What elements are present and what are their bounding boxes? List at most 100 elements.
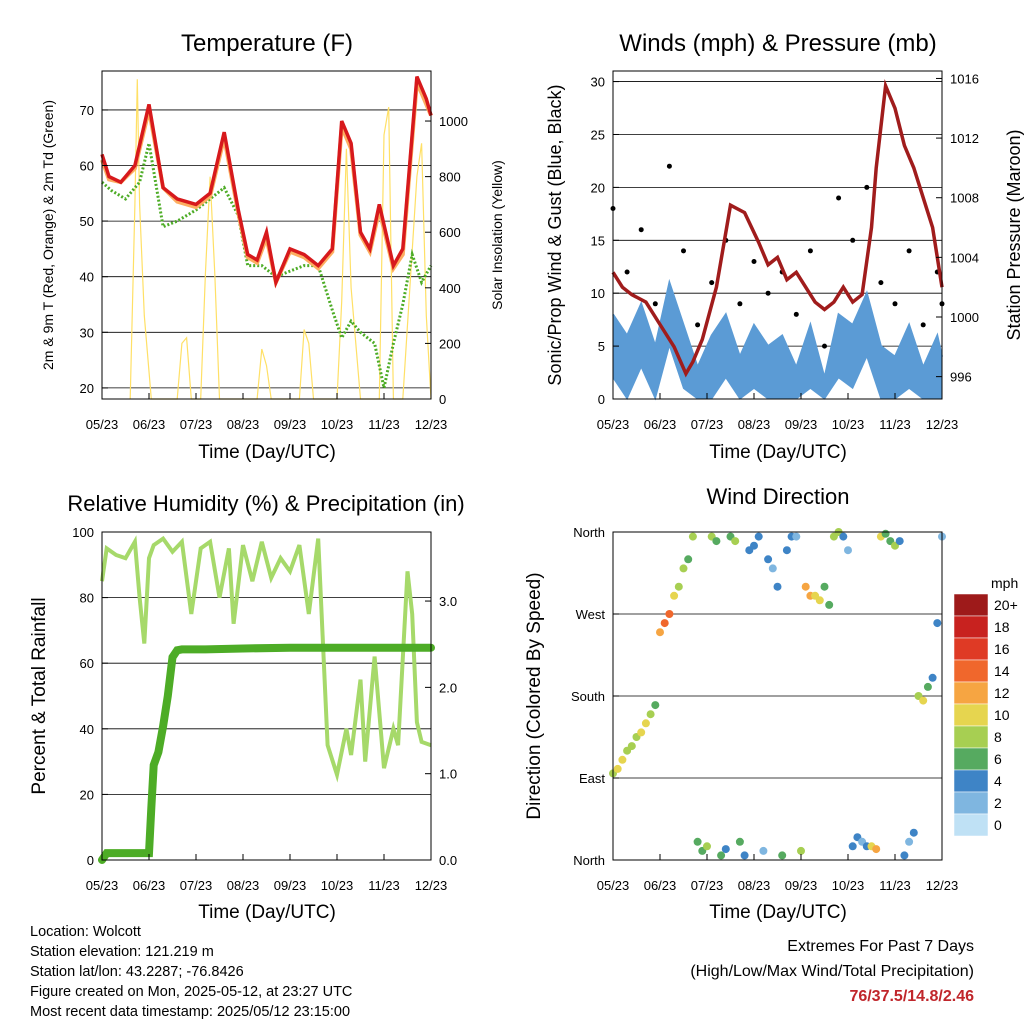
gust-point	[822, 343, 827, 349]
direction-point	[801, 582, 810, 591]
winds-grid	[613, 81, 942, 347]
direction-xtick-label: 05/23	[597, 878, 630, 893]
direction-point	[773, 582, 782, 591]
direction-point	[641, 719, 650, 728]
direction-left-ytick-label: North	[573, 853, 605, 868]
temperature-left-ytick-label: 40	[80, 270, 94, 285]
humidity-right-ytick-label: 0.0	[439, 853, 457, 868]
direction-left-ytick-label: East	[579, 771, 605, 786]
colorbar-label: 4	[994, 773, 1002, 789]
gust-point	[624, 269, 630, 275]
direction-point	[905, 837, 914, 846]
colorbar-label: 2	[994, 795, 1002, 811]
humidity-right-ytick-label: 3.0	[439, 594, 457, 609]
temperature-xtick-label: 08/23	[227, 417, 260, 432]
humidity-xtick-label: 07/23	[180, 878, 213, 893]
temperature-y2label: Solar Insolation (Yellow)	[489, 160, 505, 310]
wind-speed-line	[612, 278, 943, 379]
direction-point	[735, 837, 744, 846]
direction-point	[646, 710, 655, 719]
direction-marks	[609, 528, 946, 860]
temperature-xtick-label: 06/23	[133, 417, 166, 432]
humidity-xlabel: Time (Day/UTC)	[198, 902, 336, 923]
direction-point	[900, 851, 909, 860]
direction-point	[717, 851, 726, 860]
direction-xtick-label: 07/23	[691, 878, 724, 893]
temperature-xtick-label: 12/23	[415, 417, 448, 432]
colorbar-label: 16	[994, 641, 1010, 657]
direction-point	[764, 555, 773, 564]
temperature-left-ytick-label: 30	[80, 325, 94, 340]
extremes-title: Extremes For Past 7 Days	[787, 938, 974, 955]
winds-marks	[610, 79, 945, 401]
winds-y2label: Station Pressure (Maroon)	[1004, 129, 1024, 340]
direction-point	[839, 532, 848, 541]
gust-point	[695, 322, 701, 328]
humidity-left-ytick-label: 20	[80, 787, 94, 802]
winds-xtick-label: 10/23	[832, 417, 865, 432]
direction-point	[848, 842, 857, 851]
colorbar-swatch	[953, 791, 989, 815]
humidity-panel: Relative Humidity (%) & Precipitation (i…	[29, 491, 465, 923]
direction-point	[627, 742, 636, 751]
winds-xtick-label: 07/23	[691, 417, 724, 432]
direction-point	[759, 846, 768, 855]
colorbar-label: 14	[994, 663, 1010, 679]
colorbar-label: 20+	[994, 597, 1018, 613]
humidity-line	[100, 535, 432, 783]
winds-xtick-label: 12/23	[926, 417, 959, 432]
temperature-xlabel: Time (Day/UTC)	[198, 442, 336, 463]
direction-xtick-label: 10/23	[832, 878, 865, 893]
colorbar-swatch	[953, 637, 989, 661]
gust-point	[878, 280, 884, 286]
winds-xtick-label: 09/23	[785, 417, 818, 432]
winds-right-ytick-label: 1016	[950, 71, 979, 86]
direction-point	[909, 828, 918, 837]
humidity-right-ytick-label: 2.0	[439, 680, 457, 695]
direction-point	[731, 537, 740, 546]
extremes-box: Extremes For Past 7 Days (High/Low/Max W…	[690, 934, 974, 1009]
wind-speed-band	[612, 280, 943, 401]
direction-point	[740, 851, 749, 860]
gust-point	[765, 290, 771, 296]
gust-point	[737, 301, 743, 307]
direction-xtick-label: 12/23	[926, 878, 959, 893]
winds-xlabel: Time (Day/UTC)	[709, 442, 847, 463]
gust-point	[836, 195, 842, 201]
winds-left-ytick-label: 15	[591, 233, 605, 248]
direction-left-ytick-label: North	[573, 525, 605, 540]
figure-created: Figure created on Mon, 2025-05-12, at 23…	[30, 984, 353, 1000]
temperature-right-ytick-label: 400	[439, 281, 461, 296]
humidity-xtick-label: 09/23	[274, 878, 307, 893]
direction-axes: 05/23 06/23 07/23 08/23 09/23 10/23 11/23 12/23…	[571, 525, 958, 893]
humidity-axes: 05/23 06/23 07/23 08/23 09/23 10/23 11/23 12/23…	[72, 525, 457, 893]
temperature-grid	[102, 109, 431, 389]
temperature-right-ytick-label: 600	[439, 225, 461, 240]
direction-point	[693, 837, 702, 846]
direction-point	[703, 842, 711, 851]
temperature-title: Temperature (F)	[181, 30, 353, 57]
humidity-title: Relative Humidity (%) & Precipitation (i…	[67, 491, 464, 516]
station-location: Location: Wolcott	[30, 924, 141, 940]
colorbar-unit: mph	[991, 575, 1018, 591]
direction-point	[815, 596, 824, 605]
gust-point	[709, 280, 715, 286]
humidity-xtick-label: 06/23	[133, 878, 166, 893]
temperature-xtick-label: 05/23	[86, 417, 119, 432]
direction-point	[895, 537, 904, 546]
direction-point	[933, 619, 942, 628]
temperature-left-ytick-label: 20	[80, 381, 94, 396]
direction-point	[825, 600, 834, 609]
direction-panel: Wind Direction 05/23 06/23 07/23 08/23 09/23…	[524, 484, 1018, 923]
winds-left-ytick-label: 0	[598, 392, 605, 407]
temperature-xtick-label: 11/23	[368, 417, 400, 432]
direction-left-ytick-label: West	[576, 607, 606, 622]
temperature-left-ytick-label: 50	[80, 214, 94, 229]
direction-point	[750, 541, 758, 550]
temperature-left-ytick-label: 70	[80, 103, 94, 118]
colorbar-label: 18	[994, 619, 1010, 635]
pressure-line	[611, 79, 944, 378]
colorbar-swatch	[953, 681, 989, 705]
direction-point	[712, 537, 721, 546]
